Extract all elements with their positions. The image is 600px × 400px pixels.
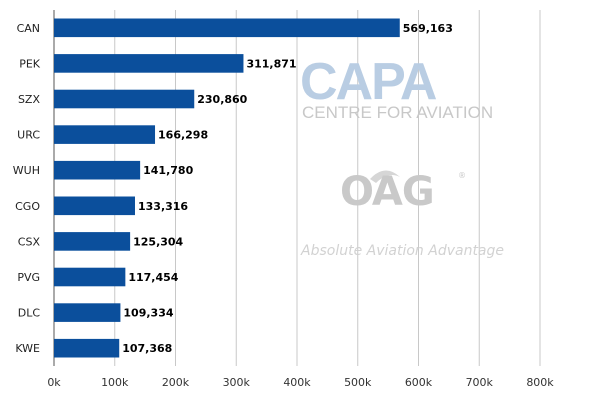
data-label: 109,334 bbox=[123, 307, 173, 320]
data-label: 230,860 bbox=[197, 93, 247, 106]
bar bbox=[54, 89, 195, 109]
data-label: 107,368 bbox=[122, 342, 172, 355]
oag-logo-text: OAG bbox=[340, 169, 435, 215]
bar bbox=[54, 303, 121, 322]
category-label: PVG bbox=[17, 271, 40, 284]
category-label: CGO bbox=[15, 200, 40, 213]
bar bbox=[54, 338, 120, 358]
category-label: DLC bbox=[18, 307, 41, 320]
bar bbox=[54, 54, 244, 73]
x-tick-label: 800k bbox=[526, 376, 554, 389]
category-label: CSX bbox=[18, 235, 41, 248]
x-tick-label: 600k bbox=[405, 376, 433, 389]
data-label: 133,316 bbox=[138, 200, 188, 213]
bar bbox=[54, 160, 141, 180]
x-tick-label: 500k bbox=[344, 376, 372, 389]
data-label: 141,780 bbox=[143, 164, 193, 177]
capa-watermark: CAPA CENTRE FOR AVIATION bbox=[300, 53, 502, 127]
capa-logo-subtext: CENTRE FOR AVIATION bbox=[302, 103, 494, 122]
bar bbox=[54, 267, 126, 287]
data-label: 311,871 bbox=[246, 57, 296, 70]
category-label: PEK bbox=[19, 57, 41, 70]
data-label: 569,163 bbox=[403, 22, 453, 35]
oag-swoosh-icon bbox=[370, 170, 400, 183]
oag-registered-mark: ® bbox=[458, 171, 466, 180]
data-label: 125,304 bbox=[133, 235, 183, 248]
bars bbox=[54, 18, 400, 358]
category-label: KWE bbox=[15, 342, 40, 355]
x-tick-label: 400k bbox=[283, 376, 311, 389]
capa-logo-text: CAPA bbox=[300, 53, 437, 111]
oag-tagline: Absolute Aviation Advantage bbox=[301, 243, 505, 259]
category-label: WUH bbox=[13, 164, 40, 177]
category-label: URC bbox=[17, 129, 40, 142]
bar bbox=[54, 125, 156, 144]
x-tick-label: 700k bbox=[466, 376, 494, 389]
bar bbox=[54, 232, 131, 251]
x-tick-label: 300k bbox=[223, 376, 251, 389]
category-label: SZX bbox=[18, 93, 41, 106]
bar bbox=[54, 196, 135, 216]
data-label: 166,298 bbox=[158, 129, 208, 142]
x-tick-label: 0k bbox=[47, 376, 61, 389]
oag-watermark: OAG ® bbox=[340, 165, 470, 215]
bar bbox=[54, 18, 400, 38]
x-tick-label: 200k bbox=[162, 376, 190, 389]
value-labels: 569,163 311,871 230,860 166,298 141,780 133,3… bbox=[122, 22, 453, 355]
x-axis-ticks: 0k 100k 200k 300k 400k 500k 600k 700k 800k bbox=[47, 376, 554, 389]
category-labels: CAN PEK SZX URC WUH CGO CSX PVG DLC KWE bbox=[13, 22, 41, 355]
data-label: 117,454 bbox=[128, 271, 178, 284]
x-tick-label: 100k bbox=[101, 376, 129, 389]
category-label: CAN bbox=[17, 22, 40, 35]
